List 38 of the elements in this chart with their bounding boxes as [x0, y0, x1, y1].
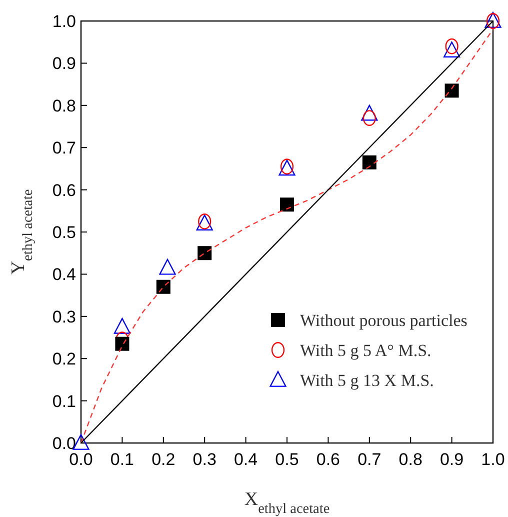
x-tick-label: 0.8 [398, 450, 422, 469]
point [159, 258, 176, 275]
x-tick-label: 0.4 [234, 450, 258, 469]
point [280, 198, 294, 212]
y-tick-label: 0.6 [52, 180, 76, 200]
point [198, 246, 212, 260]
x-tick-label: 0.5 [275, 450, 299, 469]
legend-label: With 5 g 13 X M.S. [300, 370, 434, 390]
x-tick-label: 1.0 [481, 450, 505, 469]
point [362, 110, 376, 126]
point [361, 104, 378, 121]
x-tick-label: 0.9 [440, 450, 464, 469]
x-tick-label: 0.1 [110, 450, 134, 469]
y-tick-label: 0.5 [52, 222, 76, 242]
x-tick-label: 0.0 [69, 450, 93, 469]
point [115, 336, 130, 351]
y-tick-label: 0.2 [52, 350, 76, 369]
y-tick-label: 1.0 [52, 12, 76, 31]
legend-label: Without porous particles [300, 310, 468, 330]
y-tick-label: 0.0 [52, 434, 76, 453]
point [445, 38, 458, 54]
y-tick-label: 0.8 [52, 96, 76, 116]
y-tick-label: 0.3 [52, 307, 76, 326]
y-tick-label: 0.4 [52, 265, 76, 284]
point [444, 84, 459, 98]
x-tick-label: 0.2 [152, 450, 176, 469]
y-tick-label: 0.1 [52, 392, 76, 411]
point [444, 42, 460, 58]
point [362, 155, 376, 170]
point [114, 318, 130, 334]
y-tick-label: 0.7 [52, 138, 76, 158]
x-axis-title: X$_{ethyl acetate}$ [244, 489, 330, 517]
y-tick-label: 0.9 [52, 54, 76, 74]
point [156, 280, 170, 294]
x-tick-label: 0.7 [358, 450, 382, 469]
x-tick-label: 0.3 [192, 450, 216, 469]
legend-label: With 5 g 5 A° M.S. [300, 340, 432, 360]
x-tick-label: 0.6 [316, 450, 340, 469]
